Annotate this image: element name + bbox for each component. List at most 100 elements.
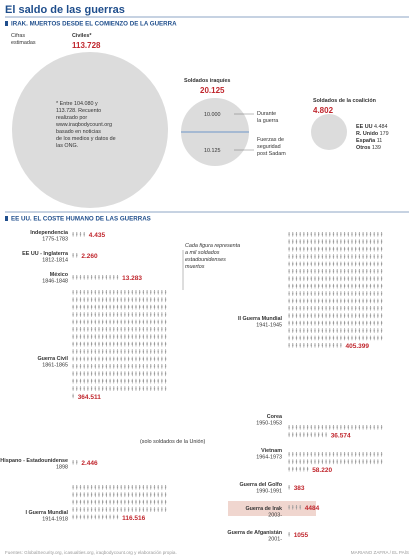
soldier-figure — [292, 425, 294, 430]
war-name: II Guerra Mundial — [238, 316, 283, 322]
soldier-figure — [105, 356, 108, 362]
soldier-figure — [329, 452, 331, 457]
soldier-figure — [295, 452, 298, 457]
soldier-figure — [157, 349, 159, 354]
soldier-figure — [373, 313, 375, 319]
soldier-figure — [362, 269, 364, 274]
soldier-figure — [340, 261, 342, 267]
soldier-figure — [72, 460, 74, 465]
soldier-figure — [124, 319, 126, 325]
soldier-figure — [314, 306, 316, 311]
soldier-figure — [76, 232, 78, 237]
soldier-figure — [135, 327, 137, 332]
soldier-figure — [164, 371, 167, 377]
soldier-figure — [336, 343, 338, 348]
soldier-figure — [292, 283, 294, 289]
soldier-figure — [142, 327, 145, 332]
soldier-figure — [90, 356, 93, 362]
soldier-figure — [79, 349, 82, 354]
soldier-figure — [127, 334, 130, 340]
soldier-figure — [288, 239, 290, 245]
soldier-figure — [87, 275, 89, 280]
soldier-figure — [72, 349, 74, 354]
soldier-figure — [369, 283, 372, 289]
soldier-figure — [116, 290, 119, 295]
soldier-figure — [321, 328, 324, 333]
soldier-figure — [164, 312, 167, 317]
soldier-figure — [336, 269, 338, 274]
soldier-figure — [351, 298, 353, 304]
soldier-figure — [332, 425, 335, 430]
soldier-figure — [310, 306, 312, 311]
soldier-figure — [347, 239, 349, 245]
soldier-figure — [332, 306, 335, 311]
soldier-figure — [325, 261, 327, 267]
soldier-figure — [94, 371, 96, 377]
soldier-figure — [380, 335, 383, 341]
iraq-heading: IRAK. MUERTOS DESDE EL COMIENZO DE LA GU… — [11, 21, 177, 28]
soldier-figure — [120, 327, 122, 332]
soldier-figure — [94, 378, 96, 384]
soldier-figure — [310, 452, 312, 457]
footer-credit: MARIANO ZAFRA / EL PAÍS — [351, 549, 409, 555]
soldier-figure — [83, 275, 85, 280]
soldier-figure — [124, 386, 126, 391]
soldier-figure — [94, 514, 96, 520]
soldier-figure — [87, 341, 89, 347]
soldier-figure — [366, 239, 368, 245]
soldier-figure — [288, 505, 290, 510]
soldier-figure — [321, 432, 324, 438]
soldier-figure — [72, 492, 74, 498]
soldier-figure — [377, 232, 379, 237]
soldier-figure — [90, 341, 93, 347]
soldier-figure — [131, 341, 133, 347]
soldier-figure — [142, 334, 145, 340]
soldier-figure — [135, 499, 137, 505]
soldier-figure — [303, 283, 305, 289]
war-name: Guerra Civil — [37, 356, 68, 362]
soldier-figure — [72, 275, 74, 280]
soldier-figure — [318, 269, 320, 274]
soldier-figure — [94, 297, 96, 303]
soldier-figure — [380, 239, 383, 245]
soldier-figure — [90, 371, 93, 377]
soldier-figure — [329, 306, 331, 311]
soldier-figure — [310, 276, 312, 282]
soldier-figure — [373, 254, 375, 259]
soldier-figure — [336, 335, 338, 341]
soldier-figure — [83, 356, 85, 362]
soldier-figure — [72, 393, 74, 399]
soldier-figure — [98, 492, 100, 498]
soldier-figure — [299, 466, 301, 472]
soldier-figure — [150, 386, 152, 391]
soldier-figure — [292, 452, 294, 457]
soldier-figure — [343, 306, 346, 311]
civilians-note-line: realizado por — [56, 115, 87, 121]
soldier-figure — [150, 297, 152, 303]
soldier-figure — [127, 312, 130, 317]
soldier-figure — [292, 466, 294, 472]
soldier-figure — [355, 261, 357, 267]
soldier-figure — [369, 298, 372, 304]
soldier-figure — [358, 232, 361, 237]
soldier-figure — [90, 327, 93, 332]
soldier-figure — [318, 328, 320, 333]
civilians-note-line: 113.728. Recuento — [56, 108, 101, 114]
soldier-figure — [303, 459, 305, 465]
soldier-figure — [94, 290, 96, 295]
soldier-figure — [146, 356, 148, 362]
soldier-figure — [157, 304, 159, 310]
soldier-figure — [314, 328, 316, 333]
soldier-figure — [329, 320, 331, 326]
soldier-figure — [332, 254, 335, 259]
soldier-figure — [329, 313, 331, 319]
soldier-figure — [102, 275, 104, 280]
soldier-figure — [351, 328, 353, 333]
soldier-figure — [318, 320, 320, 326]
war-name: EE UU - Inglaterra — [22, 251, 69, 257]
soldier-figure — [76, 275, 78, 280]
soldier-figure — [355, 328, 357, 333]
soldier-figure — [288, 343, 290, 348]
soldier-figure — [329, 269, 331, 274]
